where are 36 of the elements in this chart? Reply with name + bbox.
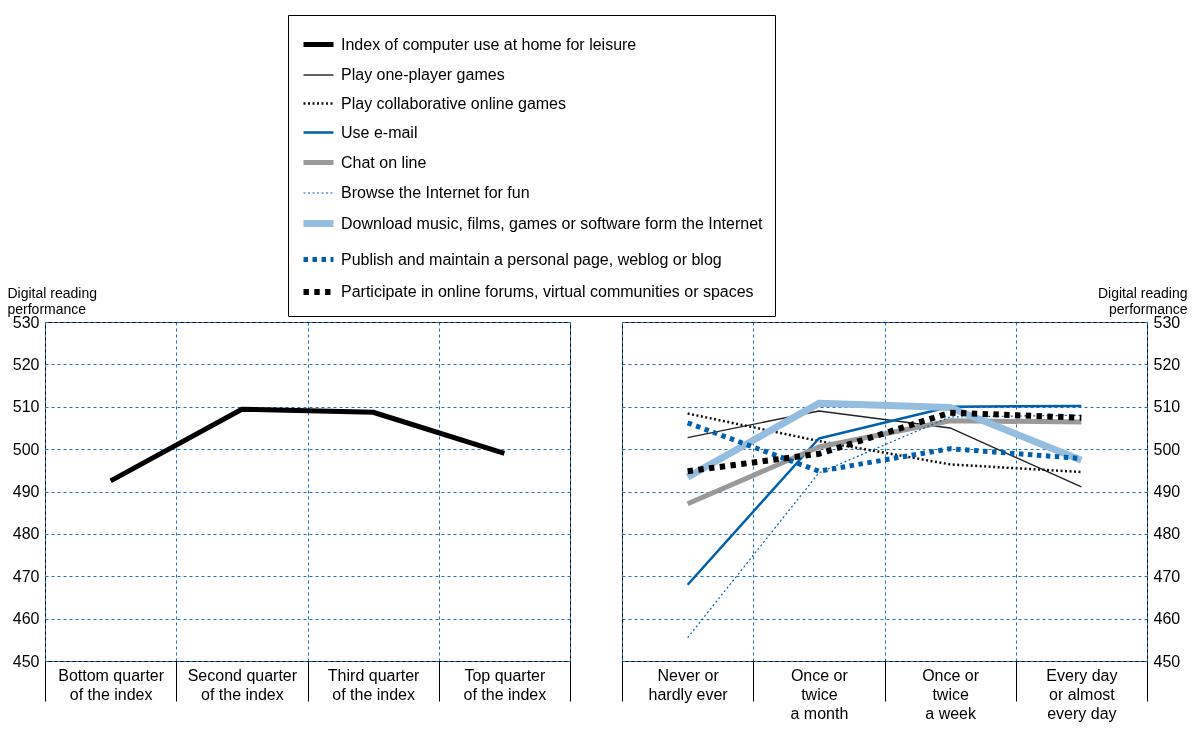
y-tick-label: 450 [1153, 652, 1181, 670]
y-tick-label: 450 [12, 652, 40, 670]
y-tick-label: 500 [12, 440, 40, 458]
y-tick-label: 490 [1153, 483, 1181, 500]
x-tick-label: Once or twice a month [790, 666, 849, 722]
y-tick-label: 520 [12, 355, 40, 373]
y-tick-label: 470 [1153, 567, 1181, 585]
y-tick-label: 510 [1153, 398, 1181, 416]
legend-label: Download music, films, games or software form the Internet [341, 214, 764, 232]
legend-label: Play one-player games [341, 66, 505, 83]
y-tick-label: 460 [12, 610, 40, 628]
x-tick-label: Top quarter of the index [463, 666, 547, 703]
line-series [687, 414, 1082, 639]
y-tick-label: 510 [12, 398, 40, 416]
x-tick-label: Second quarter of the index [187, 666, 298, 703]
legend-label: Publish and maintain a personal page, weblog or blog [341, 250, 722, 268]
y-tick-label: 480 [12, 525, 40, 543]
y-tick-label: 520 [1153, 355, 1181, 373]
y-tick-label: 470 [12, 567, 40, 585]
y-tick-label: 500 [1153, 440, 1181, 458]
y-tick-label: 480 [1153, 525, 1181, 543]
x-tick-label: Bottom quarter of the index [58, 666, 165, 703]
legend-label: Use e-mail [341, 123, 418, 141]
legend-label: Chat on line [341, 153, 427, 171]
y-tick-label: 460 [1153, 610, 1181, 628]
x-tick-label: Once or twice a week [922, 666, 980, 722]
legend-label: Browse the Internet for fun [341, 184, 530, 201]
legend-label: Index of computer use at home for leisure [341, 35, 637, 53]
line-series [686, 410, 1083, 488]
x-tick-label: Never or hardly ever [648, 666, 729, 703]
legend-label: Participate in online forums, virtual communities or spaces [341, 283, 754, 300]
line-series [686, 404, 1083, 586]
y-tick-label: 490 [12, 483, 40, 500]
legend-label: Play collaborative online games [341, 94, 567, 112]
x-tick-label: Every day or almost every day [1046, 666, 1118, 722]
x-tick-label: Third quarter of the index [327, 666, 421, 703]
